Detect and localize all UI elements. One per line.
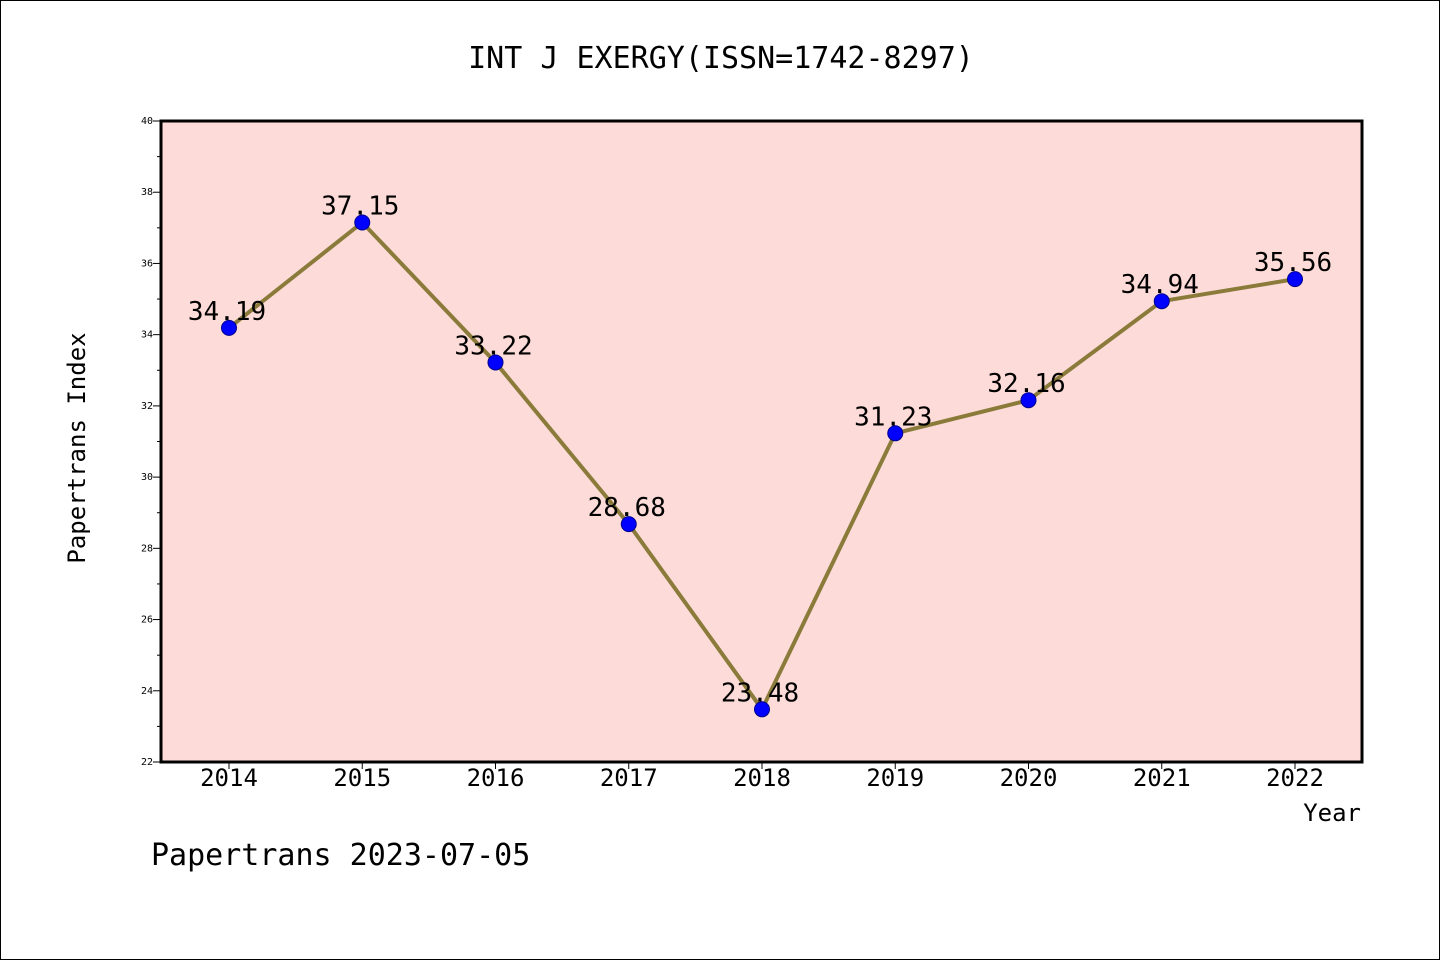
data-label: 37.15: [321, 191, 399, 221]
y-tick-label: 22: [141, 757, 153, 768]
y-tick-label: 40: [141, 116, 153, 127]
y-axis-label: Papertrans Index: [63, 332, 91, 563]
y-tick-label: 26: [141, 615, 153, 626]
y-tick-label: 32: [141, 401, 153, 412]
x-tick-label: 2020: [1000, 764, 1058, 792]
data-label: 23.48: [721, 678, 799, 708]
y-tick-label: 24: [141, 686, 153, 697]
data-point: [1153, 293, 1170, 310]
x-tick-label: 2016: [467, 764, 525, 792]
data-point: [620, 516, 637, 533]
data-label: 28.68: [588, 493, 666, 523]
data-label: 32.16: [987, 369, 1065, 399]
chart-title: INT J EXERGY(ISSN=1742-8297): [468, 41, 974, 76]
y-tick-label: 28: [141, 543, 153, 554]
data-point: [754, 701, 770, 718]
data-point: [221, 319, 237, 336]
data-label: 34.94: [1121, 270, 1199, 300]
footer-text: Papertrans 2023-07-05: [151, 838, 530, 873]
x-tick-label: 2015: [333, 764, 391, 792]
x-tick-label: 2019: [866, 764, 924, 792]
x-tick-label: 2021: [1133, 764, 1191, 792]
data-point: [887, 425, 904, 442]
data-label: 31.23: [854, 402, 932, 432]
data-label: 35.56: [1254, 248, 1332, 278]
x-tick-label: 2014: [200, 764, 258, 792]
y-tick-label: 30: [141, 472, 153, 483]
x-tick-label: 2017: [600, 764, 658, 792]
y-axis: 22 24 26 28 30 32 34 36 38 40: [141, 116, 161, 768]
data-point: [487, 354, 504, 371]
series-layer: 34.19 37.15 33.22 28.68 23.48 31.23 32.16 34.94…: [188, 191, 1332, 718]
y-tick-label: 34: [141, 330, 153, 341]
y-tick-label: 36: [141, 258, 153, 269]
x-tick-label: 2022: [1266, 764, 1324, 792]
x-tick-label: 2018: [733, 764, 791, 792]
y-tick-label: 38: [141, 187, 153, 198]
data-point: [1287, 271, 1303, 288]
x-axis: 2014 2015 2016 2017 2018 2019 2020 2021 2022: [200, 762, 1324, 792]
data-label: 33.22: [454, 331, 532, 361]
data-label: 34.19: [188, 297, 266, 327]
data-point: [354, 214, 371, 231]
data-point: [1020, 392, 1037, 409]
x-axis-label: Year: [1303, 799, 1361, 827]
